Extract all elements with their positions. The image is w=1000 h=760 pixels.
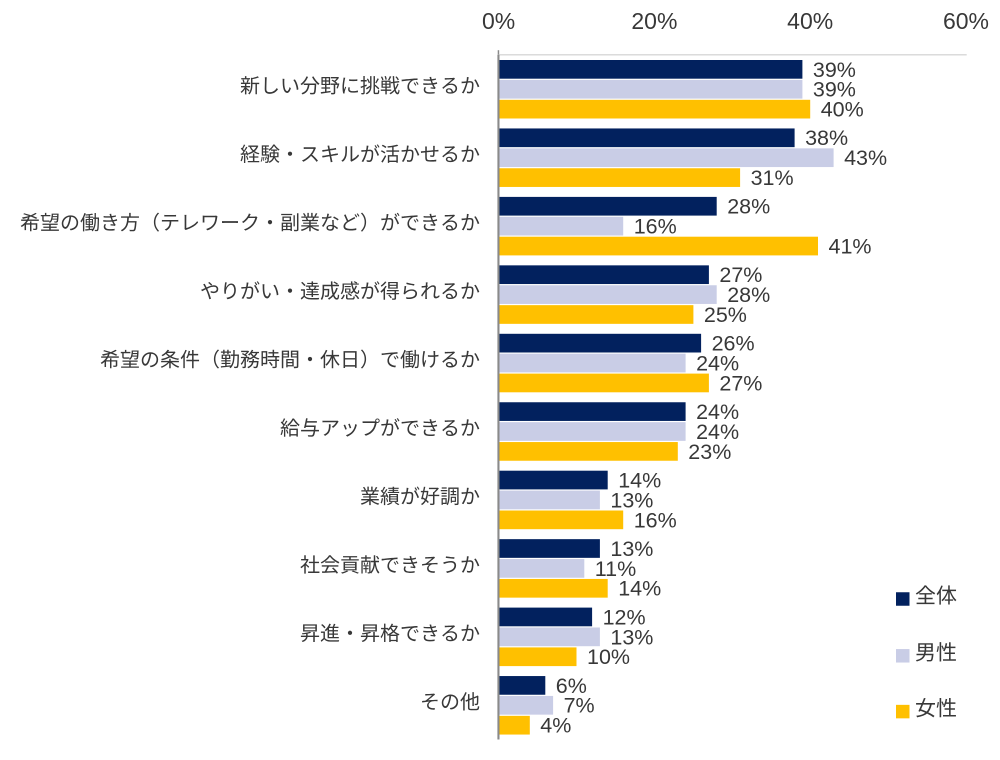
svg-text:25%: 25% [704, 303, 747, 327]
svg-text:24%: 24% [696, 351, 739, 375]
svg-text:10%: 10% [587, 645, 630, 669]
svg-text:27%: 27% [719, 371, 762, 395]
svg-text:38%: 38% [805, 126, 848, 150]
svg-text:11%: 11% [595, 557, 636, 581]
svg-text:41%: 41% [829, 234, 872, 258]
svg-text:60%: 60% [943, 8, 989, 34]
svg-text:13%: 13% [610, 488, 653, 512]
svg-text:20%: 20% [631, 8, 677, 34]
svg-text:13%: 13% [610, 537, 653, 561]
svg-text:7%: 7% [564, 694, 595, 718]
svg-text:24%: 24% [696, 400, 739, 424]
svg-text:4%: 4% [540, 714, 571, 738]
svg-text:39%: 39% [813, 58, 856, 82]
svg-text:27%: 27% [719, 263, 762, 287]
svg-text:43%: 43% [844, 146, 887, 170]
svg-text:31%: 31% [751, 166, 794, 190]
svg-text:16%: 16% [634, 508, 677, 532]
svg-text:12%: 12% [603, 605, 646, 629]
svg-text:6%: 6% [556, 674, 587, 698]
svg-text:23%: 23% [688, 440, 731, 464]
svg-text:28%: 28% [727, 283, 770, 307]
svg-text:14%: 14% [618, 577, 661, 601]
svg-text:0%: 0% [482, 8, 515, 34]
svg-text:26%: 26% [712, 332, 755, 356]
svg-text:16%: 16% [634, 215, 677, 239]
svg-text:24%: 24% [696, 420, 739, 444]
svg-text:13%: 13% [610, 625, 653, 649]
svg-text:39%: 39% [813, 78, 856, 102]
svg-text:40%: 40% [821, 98, 864, 122]
svg-text:28%: 28% [727, 195, 770, 219]
svg-text:14%: 14% [618, 468, 661, 492]
svg-text:40%: 40% [787, 8, 833, 34]
